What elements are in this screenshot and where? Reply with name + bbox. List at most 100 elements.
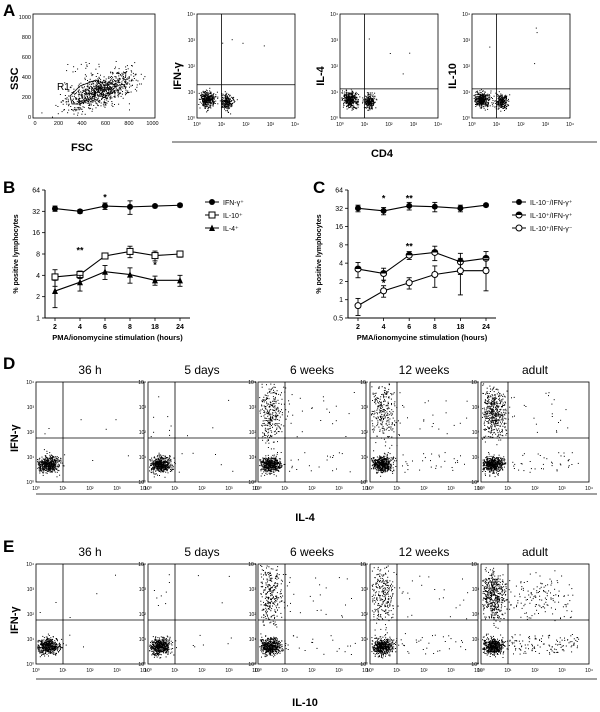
data-point	[176, 250, 184, 258]
y-log-tick-label: 10⁴	[360, 380, 368, 386]
y-log-tick-label: 10⁴	[248, 380, 256, 386]
y-tick-label: 16	[335, 224, 343, 231]
x-log-tick-label: 10⁴	[252, 486, 260, 492]
ssc-tick-label: 800	[22, 35, 31, 41]
y-log-tick-label: 10⁰	[248, 662, 256, 668]
plot-frame	[35, 381, 145, 483]
panel-letter-a: A	[3, 1, 16, 20]
data-point	[355, 205, 361, 212]
series-1	[354, 245, 490, 281]
significance-marker: **	[76, 245, 84, 255]
data-point	[209, 224, 215, 231]
plot-frame	[480, 563, 590, 665]
y-log-tick-label: 10⁴	[26, 380, 34, 386]
x-log-tick-label: 10¹	[393, 486, 401, 492]
x-log-tick-label: 10¹	[281, 668, 289, 674]
y-tick-label: 32	[335, 206, 343, 213]
data-point	[457, 205, 464, 212]
y-log-tick-label: 10⁰	[330, 116, 338, 122]
x-log-tick-label: 10⁴	[474, 486, 482, 492]
x-log-tick-label: 10³	[447, 668, 455, 674]
x-tick-label: 4	[78, 324, 82, 331]
y-log-tick-label: 10⁴	[248, 562, 256, 568]
significance-marker: *	[382, 194, 386, 204]
x-log-tick-label: 10²	[420, 668, 428, 674]
ssc-y-tick-labels: 0 200 400 600 800 1000	[19, 15, 31, 121]
ssc-tick-label: 600	[22, 55, 31, 61]
y-log-tick-label: 10¹	[331, 90, 339, 96]
x-log-tick-label: 10⁰	[366, 486, 374, 492]
timepoint-label: 5 days	[184, 545, 219, 559]
data-point	[380, 270, 388, 278]
fsc-tick-label: 200	[54, 121, 63, 127]
y-log-tick-label: 10³	[361, 587, 369, 593]
timepoint-label: 5 days	[184, 363, 219, 377]
x-log-tick-label: 10²	[86, 486, 94, 492]
x-log-tick-label: 10²	[308, 668, 316, 674]
y-tick-label: 4	[36, 273, 40, 280]
panel-a-figure: R1 0 200 400 600 800 1000 0 200 400 600 800 1000 S…	[9, 12, 597, 160]
x-log-tick-label: 10³	[225, 668, 233, 674]
x-log-tick-label: 10⁴	[140, 486, 148, 492]
y-log-tick-label: 10¹	[139, 455, 147, 461]
y-log-tick-label: 10²	[463, 64, 471, 70]
event-dots	[37, 574, 116, 658]
x-tick-label: 24	[176, 324, 184, 331]
timepoint-label: adult	[522, 545, 549, 559]
panel-d-ylabel: IFN-γ	[9, 424, 21, 452]
data-point	[482, 267, 490, 275]
x-tick-label: 4	[382, 324, 386, 331]
x-tick-label: 2	[356, 324, 360, 331]
y-log-tick-label: 10¹	[361, 455, 369, 461]
plot-frame	[257, 563, 367, 665]
y-axis-label: % positive lymphocytes	[316, 214, 323, 293]
x-log-tick-label: 10⁰	[254, 486, 262, 492]
fsc-tick-label: 800	[124, 121, 133, 127]
data-point	[354, 265, 362, 273]
x-log-tick-label: 10⁰	[366, 668, 374, 674]
y-tick-label: 32	[32, 209, 40, 216]
x-log-tick-label: 10¹	[171, 668, 179, 674]
plot-frame	[369, 563, 479, 665]
x-log-tick-label: 10²	[198, 486, 206, 492]
y-log-tick-label: 10²	[472, 430, 480, 436]
cd4-axis-label: CD4	[371, 148, 394, 160]
event-dots	[473, 27, 538, 112]
cd4-plot-ylabel: IL-4	[315, 65, 327, 85]
timepoint-label: 6 weeks	[290, 545, 334, 559]
data-point	[431, 271, 439, 279]
legend-label: IL-10⁺	[223, 213, 243, 220]
x-log-tick-label: 10⁰	[144, 486, 152, 492]
y-log-tick-label: 10³	[188, 38, 196, 44]
y-log-tick-label: 10⁴	[462, 12, 470, 18]
y-log-tick-label: 10¹	[249, 455, 257, 461]
x-log-tick-label: 10³	[542, 122, 550, 128]
y-tick-label: 1	[36, 316, 40, 323]
y-log-tick-label: 10²	[27, 430, 35, 436]
x-tick-label: 6	[103, 324, 107, 331]
data-point	[209, 199, 215, 205]
plot-frame	[147, 381, 257, 483]
y-log-tick-label: 10⁴	[26, 562, 34, 568]
y-log-tick-label: 10³	[249, 587, 257, 593]
x-log-tick-label: 10²	[242, 122, 250, 128]
y-log-tick-label: 10²	[249, 612, 257, 618]
x-log-tick-label: 10³	[335, 486, 343, 492]
y-log-tick-label: 10⁴	[471, 380, 479, 386]
data-point	[127, 203, 133, 210]
x-log-tick-label: 10¹	[281, 486, 289, 492]
event-dots	[149, 396, 234, 478]
y-log-tick-label: 10⁰	[138, 480, 146, 486]
y-log-tick-label: 10⁴	[138, 380, 146, 386]
series-2	[354, 257, 490, 316]
data-point	[380, 207, 387, 214]
ssc-tick-label: 400	[22, 75, 31, 81]
event-dots	[37, 419, 129, 478]
y-log-tick-label: 10³	[27, 587, 35, 593]
